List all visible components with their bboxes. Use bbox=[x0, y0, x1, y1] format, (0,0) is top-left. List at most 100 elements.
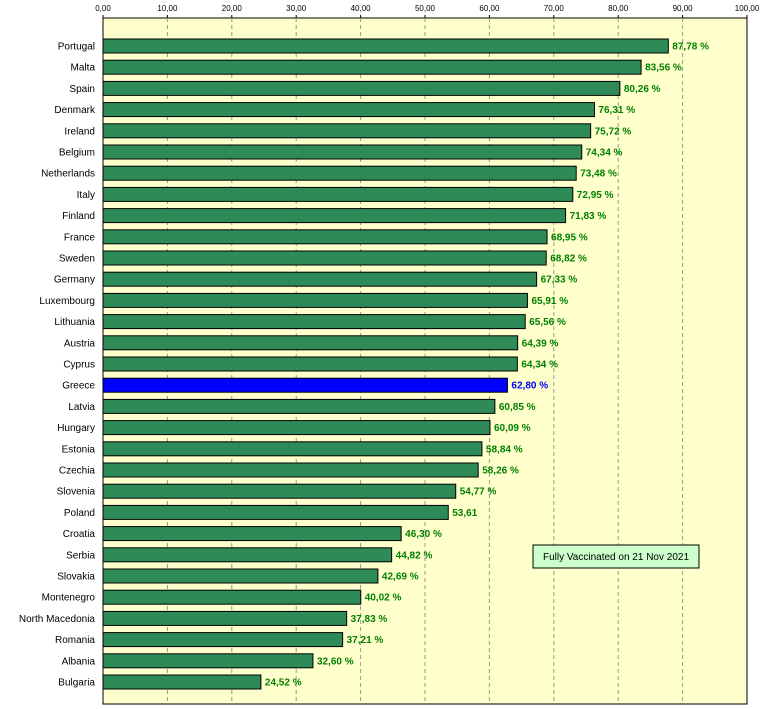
category-label: Montenegro bbox=[42, 593, 96, 604]
annotation-text: Fully Vaccinated on 21 Nov 2021 bbox=[543, 552, 689, 563]
bar-montenegro bbox=[102, 589, 362, 605]
category-label: Belgium bbox=[59, 148, 95, 159]
value-label: 54,77 % bbox=[460, 487, 497, 498]
category-label: Estonia bbox=[62, 444, 96, 455]
category-label: Italy bbox=[77, 190, 95, 201]
bar-italy bbox=[102, 186, 574, 202]
bar-france bbox=[102, 229, 548, 245]
bar-albania bbox=[102, 653, 314, 669]
value-label: 68,95 % bbox=[551, 232, 588, 243]
x-tick-label: 40,00 bbox=[351, 4, 372, 13]
category-label: Slovenia bbox=[57, 487, 96, 498]
bar-latvia bbox=[102, 398, 496, 414]
annotation-background bbox=[532, 544, 700, 569]
bar-poland bbox=[102, 504, 449, 520]
value-label: 64,34 % bbox=[521, 360, 558, 371]
value-label: 65,56 % bbox=[529, 317, 566, 328]
bar-greece bbox=[102, 377, 508, 393]
bar-luxembourg bbox=[102, 292, 528, 308]
bar-sweden bbox=[102, 250, 547, 266]
category-label: Albania bbox=[62, 656, 96, 667]
category-label: Greece bbox=[62, 381, 95, 392]
category-label: Ireland bbox=[64, 126, 95, 137]
bar-ireland bbox=[102, 123, 592, 139]
value-label: 44,82 % bbox=[396, 550, 433, 561]
bar-austria bbox=[102, 335, 519, 351]
bar-finland bbox=[102, 208, 567, 224]
value-label: 67,33 % bbox=[541, 275, 578, 286]
bar-cyprus bbox=[102, 356, 518, 372]
value-label: 74,34 % bbox=[586, 148, 623, 159]
x-tick-label: 50,00 bbox=[415, 4, 436, 13]
x-axis-tick-labels: 0,00 10,00 20,00 30,00 40,00 50,00 60,00 70,00 8… bbox=[95, 4, 760, 18]
value-label: 37,21 % bbox=[347, 635, 384, 646]
category-label: Romania bbox=[55, 635, 95, 646]
bar-hungary bbox=[102, 420, 491, 436]
category-label: Slovakia bbox=[57, 572, 95, 583]
value-label: 68,82 % bbox=[550, 254, 587, 265]
category-label: Czechia bbox=[59, 466, 96, 477]
bar-romania bbox=[102, 632, 344, 648]
category-label: Spain bbox=[69, 84, 95, 95]
bar-germany bbox=[102, 271, 538, 287]
value-label: 58,26 % bbox=[482, 466, 519, 477]
value-label: 24,52 % bbox=[265, 678, 302, 689]
value-label: 87,78 % bbox=[672, 42, 709, 53]
x-tick-label: 70,00 bbox=[544, 4, 565, 13]
category-label: Portugal bbox=[58, 42, 95, 53]
bar-lithuania bbox=[102, 314, 526, 330]
bar-malta bbox=[102, 59, 642, 75]
value-label: 62,80 % bbox=[511, 381, 548, 392]
category-label: Finland bbox=[62, 211, 95, 222]
value-label: 60,09 % bbox=[494, 423, 531, 434]
bar-bulgaria bbox=[102, 674, 262, 690]
value-label: 80,26 % bbox=[624, 84, 661, 95]
value-label: 83,56 % bbox=[645, 63, 682, 74]
bar-estonia bbox=[102, 441, 483, 457]
bar-north-macedonia bbox=[102, 610, 348, 626]
value-label: 60,85 % bbox=[499, 402, 536, 413]
value-label: 37,83 % bbox=[351, 614, 388, 625]
bar-serbia bbox=[102, 547, 393, 563]
category-label: Hungary bbox=[57, 423, 95, 434]
annotation-box: Fully Vaccinated on 21 Nov 2021 bbox=[532, 544, 700, 569]
x-tick-label: 30,00 bbox=[286, 4, 307, 13]
value-label: 65,91 % bbox=[531, 296, 568, 307]
category-label: Netherlands bbox=[41, 169, 95, 180]
category-label: Poland bbox=[64, 508, 95, 519]
x-tick-label: 60,00 bbox=[479, 4, 500, 13]
value-label: 71,83 % bbox=[570, 211, 607, 222]
value-label: 72,95 % bbox=[577, 190, 614, 201]
category-label: Luxembourg bbox=[39, 296, 95, 307]
bar-czechia bbox=[102, 462, 479, 478]
bar-netherlands bbox=[102, 165, 577, 181]
x-tick-label: 20,00 bbox=[222, 4, 243, 13]
value-label: 53,61 bbox=[452, 508, 477, 519]
bar-slovakia bbox=[102, 568, 379, 584]
category-label: Austria bbox=[64, 338, 96, 349]
category-label: Cyprus bbox=[63, 360, 95, 371]
category-label: Serbia bbox=[66, 550, 95, 561]
value-label: 32,60 % bbox=[317, 656, 354, 667]
x-tick-label: 100,00 bbox=[735, 4, 760, 13]
bar-slovenia bbox=[102, 483, 457, 499]
x-tick-label: 80,00 bbox=[608, 4, 629, 13]
bars bbox=[102, 38, 669, 690]
bar-denmark bbox=[102, 102, 595, 118]
value-label: 58,84 % bbox=[486, 444, 523, 455]
bar-portugal bbox=[102, 38, 669, 54]
category-label: Denmark bbox=[54, 105, 96, 116]
x-tick-label: 10,00 bbox=[157, 4, 178, 13]
value-label: 42,69 % bbox=[382, 572, 419, 583]
category-label: Bulgaria bbox=[58, 678, 95, 689]
value-label: 46,30 % bbox=[405, 529, 442, 540]
bar-spain bbox=[102, 80, 621, 96]
category-label: Croatia bbox=[63, 529, 96, 540]
value-labels: 87,78 % 83,56 % 80,26 % 76,31 % 75,72 % 74,34… bbox=[265, 42, 709, 689]
bar-belgium bbox=[102, 144, 583, 160]
category-label: North Macedonia bbox=[19, 614, 96, 625]
value-label: 40,02 % bbox=[365, 593, 402, 604]
category-label: Germany bbox=[54, 275, 95, 286]
category-label: Malta bbox=[71, 63, 96, 74]
